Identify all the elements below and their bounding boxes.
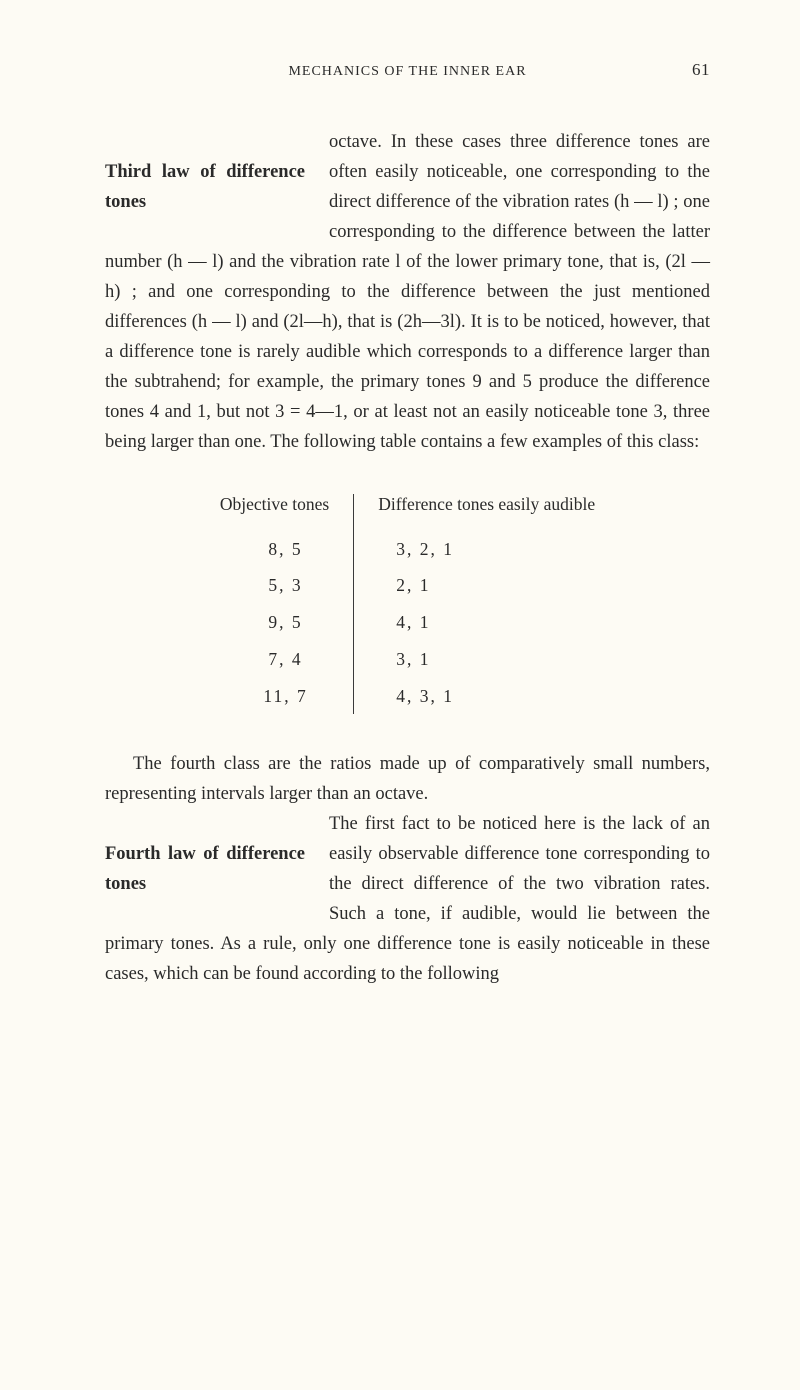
- table-header-difference: Difference tones easily audible: [378, 494, 595, 515]
- side-heading-third-law: Third law of difference tones: [105, 128, 329, 218]
- page: MECHANICS OF THE INNER EAR 61 Third law …: [0, 0, 800, 1390]
- paragraph-fourth-law: The fourth class are the ratios made up …: [105, 750, 710, 990]
- table-row: 3, 1: [378, 641, 595, 678]
- table-row: 3, 2, 1: [378, 531, 595, 568]
- table-row: 2, 1: [378, 567, 595, 604]
- side-heading-fourth-law: Fourth law of difference tones: [105, 810, 329, 900]
- table-row: 9, 5: [220, 604, 329, 641]
- table-row: 4, 1: [378, 604, 595, 641]
- running-head: MECHANICS OF THE INNER EAR 61: [105, 60, 710, 80]
- page-number: 61: [680, 60, 710, 80]
- paragraph-third-law: Third law of difference tones octave. In…: [105, 128, 710, 458]
- difference-tones-table: Objective tones 8, 5 5, 3 9, 5 7, 4 11, …: [105, 494, 710, 715]
- table-col-difference: Difference tones easily audible 3, 2, 1 …: [354, 494, 595, 715]
- table-col-objective: Objective tones 8, 5 5, 3 9, 5 7, 4 11, …: [220, 494, 354, 715]
- table-row: 5, 3: [220, 567, 329, 604]
- table-row: 4, 3, 1: [378, 678, 595, 715]
- table-header-objective: Objective tones: [220, 494, 329, 515]
- paragraph-fourth-law-lead: The fourth class are the ratios made up …: [105, 750, 710, 810]
- table-row: 7, 4: [220, 641, 329, 678]
- table-row: 8, 5: [220, 531, 329, 568]
- running-title: MECHANICS OF THE INNER EAR: [135, 64, 680, 80]
- table-row: 11, 7: [220, 678, 329, 715]
